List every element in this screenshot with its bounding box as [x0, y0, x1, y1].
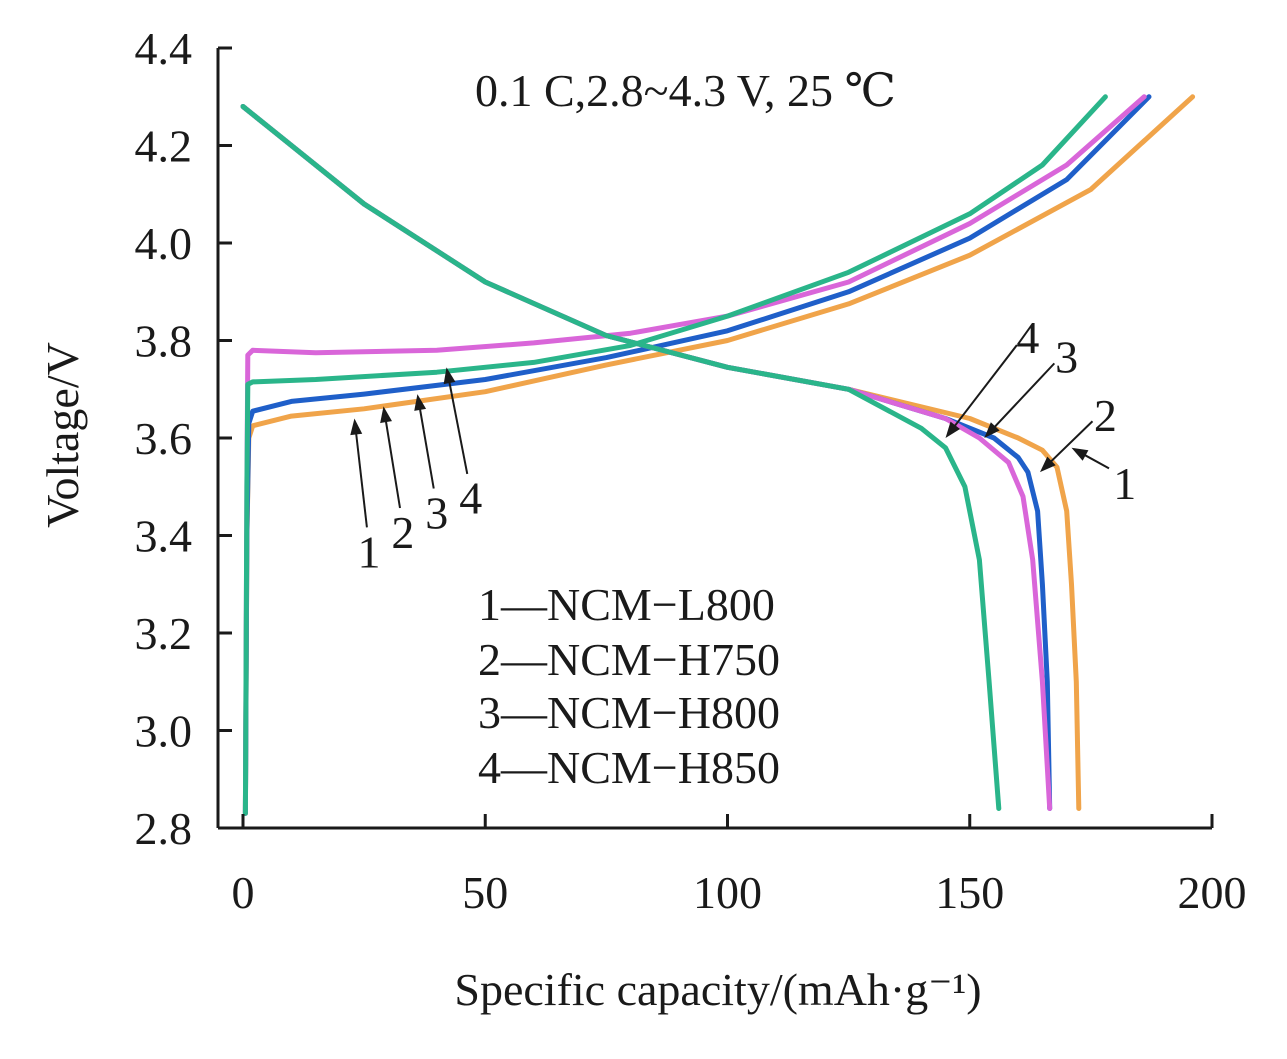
callout-arrow-line — [354, 428, 368, 528]
series-layer — [240, 94, 1196, 816]
callout-arrow-line — [384, 416, 401, 509]
series-3-charge-line — [242, 94, 1147, 816]
x-tick-label: 200 — [1178, 867, 1247, 918]
series-4-charge-line — [242, 94, 1108, 816]
condition-annotation: 0.1 C,2.8~4.3 V, 25 ℃ — [475, 65, 896, 116]
y-tick-label: 3.6 — [135, 413, 193, 464]
legend-entry-3: 3—NCM−H800 — [478, 687, 780, 738]
series-4-discharge-line — [240, 104, 1002, 811]
callout-label: 2 — [391, 507, 414, 558]
callout-arrow-head — [984, 422, 1000, 438]
x-tick-label: 0 — [232, 867, 255, 918]
callout-label: 2 — [1094, 390, 1117, 441]
legend-entry-2: 2—NCM−H750 — [478, 634, 780, 685]
callout-label: 4 — [1016, 312, 1039, 363]
callout-arrow-line — [447, 376, 469, 475]
callout-arrow-head — [443, 367, 456, 385]
callout-arrow-line — [1046, 420, 1094, 466]
y-tick-label: 3.0 — [135, 706, 193, 757]
tick-layer: 0 50 100 150 200 2.8 3.0 3.2 3.4 3.6 3.8 4.0 4.2 4.4 — [135, 23, 1247, 918]
callout-arrow-head — [1040, 456, 1056, 473]
callout-label: 4 — [459, 473, 482, 524]
y-tick-label: 4.4 — [135, 23, 193, 74]
x-axis-title: Specific capacity/(mAh·g⁻¹) — [454, 964, 981, 1015]
y-tick-label: 3.2 — [135, 608, 193, 659]
callout-arrow-line — [950, 344, 1018, 431]
callout-label: 3 — [425, 487, 448, 538]
callout-arrow-head — [414, 394, 427, 411]
y-tick-label: 3.8 — [135, 316, 193, 367]
callout-label: 1 — [357, 526, 380, 577]
y-tick-label: 4.0 — [135, 218, 193, 269]
callout-arrow-head — [945, 421, 961, 438]
x-tick-label: 50 — [462, 867, 508, 918]
legend-entry-4: 4—NCM−H850 — [478, 742, 780, 793]
callout-label: 3 — [1055, 331, 1078, 382]
callout-arrow-line — [418, 403, 435, 489]
callout-label: 1 — [1113, 458, 1136, 509]
callout-arrow-head — [380, 406, 392, 424]
callout-arrow-head — [1071, 447, 1089, 461]
x-tick-label: 100 — [693, 867, 762, 918]
callout-arrow-head — [350, 418, 363, 436]
x-tick-label: 150 — [935, 867, 1004, 918]
legend: 1—NCM−L800 2—NCM−H750 3—NCM−H800 4—NCM−H… — [478, 579, 780, 793]
y-tick-label: 2.8 — [135, 803, 193, 854]
y-tick-label: 3.4 — [135, 511, 193, 562]
legend-entry-1: 1—NCM−L800 — [478, 579, 775, 630]
y-axis-title: Voltage/V — [37, 342, 88, 528]
y-tick-label: 4.2 — [135, 121, 193, 172]
callout-arrow-line — [990, 362, 1056, 432]
